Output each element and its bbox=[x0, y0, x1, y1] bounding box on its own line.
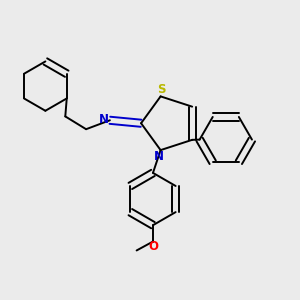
Text: S: S bbox=[157, 83, 166, 96]
Text: N: N bbox=[154, 150, 164, 163]
Text: O: O bbox=[148, 239, 158, 253]
Text: N: N bbox=[99, 113, 109, 126]
